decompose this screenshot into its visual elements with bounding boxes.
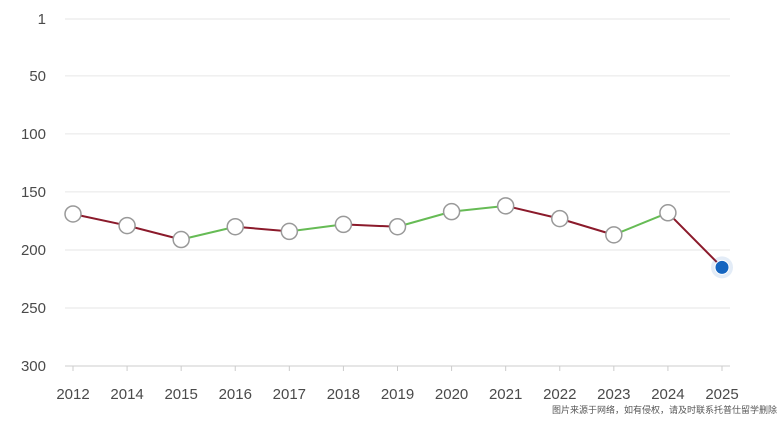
y-tick-label: 1 xyxy=(38,11,46,28)
x-tick-label: 2017 xyxy=(273,386,306,403)
x-tick-label: 2015 xyxy=(164,386,197,403)
line-segment xyxy=(288,223,345,233)
line-segment xyxy=(234,225,291,233)
x-axis-ticks: 2012 2014 2015 2016 2017 2018 2019 2020 2021 2022… xyxy=(56,366,739,403)
series-line xyxy=(72,204,723,269)
data-point[interactable] xyxy=(118,216,136,235)
x-tick-label: 2025 xyxy=(705,386,738,403)
y-tick-label: 50 xyxy=(29,68,46,85)
x-tick-label: 2024 xyxy=(651,386,684,403)
watermark-text: 图片来源于网络，如有侵权，请及时联系托普仕留学删除 xyxy=(551,406,777,416)
line-segment xyxy=(342,223,399,228)
x-tick-label: 2016 xyxy=(219,386,252,403)
data-point[interactable] xyxy=(334,215,353,234)
data-point[interactable] xyxy=(551,209,569,228)
line-segment xyxy=(72,212,129,227)
x-tick-label: 2023 xyxy=(597,386,630,403)
line-segment xyxy=(558,217,615,236)
data-point[interactable] xyxy=(388,217,407,236)
line-segment xyxy=(450,204,507,213)
x-tick-label: 2021 xyxy=(489,386,522,403)
x-tick-label: 2014 xyxy=(110,386,143,403)
line-segment xyxy=(396,210,453,228)
x-tick-label: 2019 xyxy=(381,386,414,403)
gridlines xyxy=(65,18,730,367)
y-tick-label: 100 xyxy=(21,126,46,143)
y-tick-label: 150 xyxy=(21,184,46,201)
y-tick-label: 250 xyxy=(21,300,46,317)
series-points xyxy=(64,197,733,279)
data-point[interactable] xyxy=(64,205,82,223)
data-point[interactable] xyxy=(496,197,515,215)
data-point[interactable] xyxy=(605,226,623,244)
line-segment xyxy=(180,225,237,241)
data-point[interactable] xyxy=(659,204,677,222)
x-tick-label: 2022 xyxy=(543,386,576,403)
data-point[interactable] xyxy=(280,222,299,241)
y-tick-label: 200 xyxy=(21,242,46,259)
data-point-latest[interactable] xyxy=(714,259,730,275)
line-segment xyxy=(666,211,723,269)
x-tick-label: 2012 xyxy=(56,386,89,403)
line-segment xyxy=(612,211,669,236)
x-tick-label: 2020 xyxy=(435,386,468,403)
line-segment xyxy=(504,204,561,220)
data-point[interactable] xyxy=(172,230,190,249)
line-segment xyxy=(126,224,183,241)
data-point[interactable] xyxy=(226,217,244,236)
x-tick-label: 2018 xyxy=(327,386,360,403)
y-tick-label: 300 xyxy=(21,358,46,375)
data-point[interactable] xyxy=(442,202,461,221)
